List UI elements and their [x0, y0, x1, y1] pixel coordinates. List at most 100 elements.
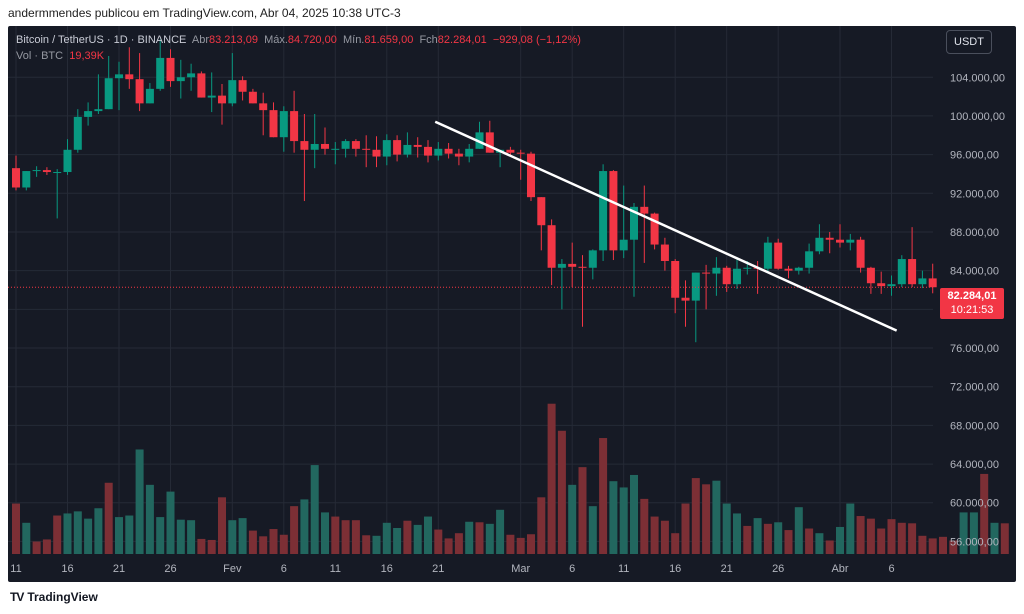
- volume-bar: [22, 522, 31, 554]
- volume-bar: [331, 516, 340, 554]
- volume-label: Vol · BTC: [16, 50, 64, 62]
- volume-bar: [753, 518, 762, 554]
- candle: [836, 224, 844, 248]
- volume-bar: [393, 528, 402, 554]
- candle-body: [73, 116, 82, 150]
- currency-button[interactable]: USDT: [946, 30, 992, 54]
- volume-bar: [722, 503, 731, 554]
- open-label: Abr: [191, 34, 209, 46]
- candle-body: [877, 283, 886, 287]
- y-tick-label: 68.000,00: [950, 420, 999, 432]
- volume-bar: [578, 467, 587, 554]
- low-value: 81.659,00: [364, 34, 414, 46]
- volume-bar: [485, 523, 494, 554]
- volume-bar: [619, 487, 628, 554]
- volume-bar: [805, 528, 814, 554]
- volume-bar: [949, 540, 958, 554]
- candle-body: [897, 259, 906, 285]
- chart-panel[interactable]: 104.000,00 100.000,00 96.000,00 92.000,00 88…: [8, 26, 1016, 582]
- y-tick-label: 88.000,00: [950, 227, 999, 239]
- symbol-title[interactable]: Bitcoin / TetherUS · 1D · BINANCE: [16, 34, 187, 46]
- volume-bar: [702, 484, 711, 554]
- x-tick-label: 6: [281, 563, 287, 575]
- candle-body: [362, 148, 371, 150]
- volume-bar: [454, 533, 463, 554]
- candle: [207, 72, 216, 113]
- volume-bar: [640, 498, 649, 554]
- candle: [815, 224, 824, 255]
- tradingview-brand[interactable]: TV TradingView: [10, 590, 98, 604]
- candle: [516, 149, 525, 180]
- y-tick-label: 72.000,00: [950, 382, 999, 394]
- candle-body: [866, 267, 875, 284]
- volume-bar: [248, 530, 257, 554]
- candle-body: [557, 263, 566, 268]
- candle: [145, 83, 154, 104]
- candle-body: [743, 267, 752, 269]
- candle-body: [691, 272, 700, 301]
- candle-body: [424, 146, 432, 156]
- candle: [805, 243, 814, 274]
- candle: [465, 143, 474, 163]
- candle-body: [815, 237, 824, 252]
- candle-body: [640, 206, 649, 214]
- x-tick-label: 16: [669, 563, 681, 575]
- x-tick-label: Abr: [831, 563, 848, 575]
- volume-bar: [836, 526, 844, 554]
- candle: [908, 227, 917, 288]
- candle: [125, 47, 134, 89]
- volume-bar: [259, 536, 268, 554]
- x-tick-label: 16: [61, 563, 73, 575]
- volume-bar: [547, 403, 556, 554]
- candle-body: [506, 149, 515, 153]
- candle: [382, 134, 391, 166]
- candle-body: [248, 91, 257, 104]
- volume-bar: [475, 522, 484, 554]
- volume-bar: [908, 523, 917, 554]
- candle: [104, 55, 113, 110]
- volume-bar: [115, 517, 123, 554]
- candle: [928, 263, 937, 294]
- candle: [218, 84, 226, 125]
- volume-bar: [321, 512, 329, 554]
- candle: [403, 132, 412, 158]
- volume-bar: [825, 540, 834, 554]
- volume-bar: [238, 518, 247, 554]
- candle-body: [187, 73, 196, 78]
- last-price-label: 82.284,01 10:21:53: [940, 288, 1004, 319]
- candlestick-chart[interactable]: 104.000,00 100.000,00 96.000,00 92.000,00 88…: [8, 26, 1016, 582]
- volume-bar: [166, 491, 175, 554]
- volume-bar: [269, 529, 278, 554]
- x-tick-label: 11: [10, 563, 21, 575]
- candle-body: [32, 170, 41, 172]
- candle: [310, 114, 319, 169]
- candle: [846, 233, 855, 251]
- candle: [475, 121, 484, 149]
- close-value: 82.284,01: [437, 34, 487, 46]
- candle-body: [836, 239, 844, 243]
- volume-value: 19,39K: [69, 50, 105, 62]
- candle-body: [887, 284, 896, 287]
- candle-body: [94, 109, 103, 112]
- candle-body: [197, 73, 206, 98]
- y-tick-label: 84.000,00: [950, 266, 999, 278]
- volume-bar: [733, 513, 741, 554]
- volume-bar: [784, 530, 793, 554]
- candle-body: [671, 260, 680, 298]
- volume-bar: [125, 515, 134, 554]
- candle: [331, 142, 340, 165]
- volume-bar: [341, 520, 350, 554]
- candle-body: [599, 171, 608, 251]
- candle-body: [166, 57, 175, 82]
- candle: [609, 170, 618, 261]
- volume-bar: [362, 535, 371, 554]
- y-tick-label: 92.000,00: [950, 188, 999, 200]
- x-tick-label: Mar: [511, 563, 530, 575]
- candle-body: [660, 244, 669, 261]
- candle-body: [22, 171, 31, 188]
- volume-bar: [300, 499, 309, 554]
- candle-body: [568, 263, 577, 267]
- y-tick-label: 76.000,00: [950, 343, 999, 355]
- candle: [557, 259, 566, 310]
- volume-bar: [42, 539, 51, 554]
